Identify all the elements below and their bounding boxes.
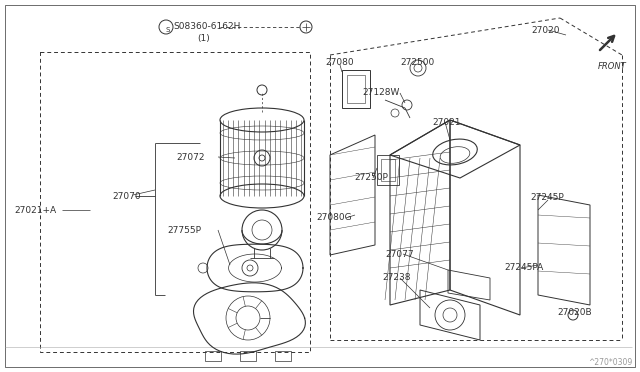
Text: 27128W: 27128W: [362, 88, 399, 97]
Bar: [381, 159, 395, 181]
Bar: [240, 351, 256, 361]
Text: 27021+A: 27021+A: [14, 206, 56, 215]
Text: 27238: 27238: [382, 273, 410, 282]
Text: 27020: 27020: [531, 26, 559, 35]
Text: 272500: 272500: [400, 58, 435, 67]
Bar: [377, 155, 399, 185]
Text: 27080G: 27080G: [316, 213, 351, 222]
Bar: [342, 70, 370, 108]
Text: 27077: 27077: [385, 250, 413, 259]
Text: 27755P: 27755P: [167, 226, 201, 235]
Text: (1): (1): [197, 34, 210, 43]
Text: 27072: 27072: [176, 153, 205, 162]
Text: FRONT: FRONT: [598, 62, 627, 71]
Text: 27245P: 27245P: [530, 193, 564, 202]
Text: 27070: 27070: [112, 192, 141, 201]
Bar: [275, 351, 291, 361]
Text: S: S: [166, 27, 170, 33]
Bar: [205, 351, 221, 361]
Bar: [347, 75, 365, 103]
Bar: [40, 52, 310, 352]
Text: S08360-6162H: S08360-6162H: [173, 22, 241, 31]
Text: 27020B: 27020B: [557, 308, 591, 317]
Text: 27250P: 27250P: [354, 173, 388, 182]
Text: 27245PA: 27245PA: [504, 263, 543, 272]
Text: 27080: 27080: [325, 58, 354, 67]
Text: ^270*0309: ^270*0309: [588, 358, 632, 367]
Text: 27021: 27021: [432, 118, 461, 127]
